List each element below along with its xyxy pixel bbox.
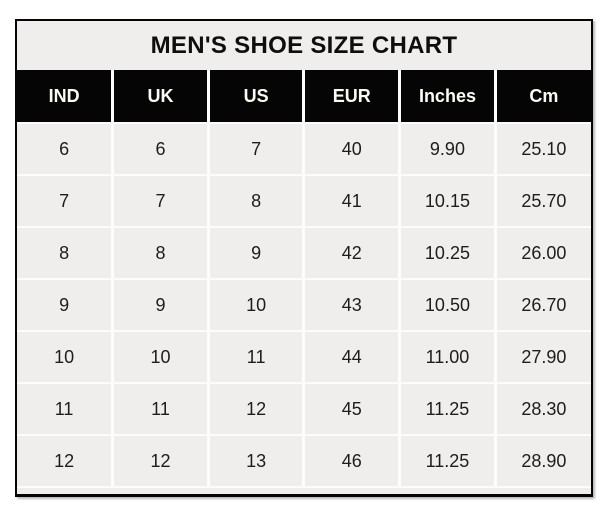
table-cell: 27.90 xyxy=(493,330,591,383)
table-cell: 8 xyxy=(206,174,304,227)
table-cell: 44 xyxy=(302,330,400,383)
table-cell: 11.00 xyxy=(398,330,496,383)
table-body: 6 6 7 40 9.90 25.10 7 7 8 41 10.15 25.70 8 8 9 42 10.25 2… xyxy=(17,122,591,486)
table-cell: 9 xyxy=(206,226,304,279)
table-cell: 11.25 xyxy=(398,434,496,486)
table-cell: 8 xyxy=(17,226,113,279)
table-cell: 40 xyxy=(302,122,400,175)
table-cell: 6 xyxy=(111,122,209,175)
chart-title: MEN'S SHOE SIZE CHART xyxy=(17,21,591,70)
header-cell-uk: UK xyxy=(111,70,209,123)
table-cell: 10.15 xyxy=(398,174,496,227)
shoe-size-chart: MEN'S SHOE SIZE CHART IND UK US EUR Inch… xyxy=(15,19,593,497)
table-cell: 10 xyxy=(111,330,209,383)
table-cell: 25.70 xyxy=(493,174,591,227)
table-cell: 9 xyxy=(17,278,113,331)
table-cell: 11.25 xyxy=(398,382,496,435)
table-cell: 12 xyxy=(111,434,209,486)
table-cell: 7 xyxy=(206,122,304,175)
table-cell: 10 xyxy=(206,278,304,331)
table-row: 8 8 9 42 10.25 26.00 xyxy=(17,226,591,279)
table-row: 6 6 7 40 9.90 25.10 xyxy=(17,122,591,175)
table-cell: 45 xyxy=(302,382,400,435)
table-cell: 46 xyxy=(302,434,400,486)
table-cell: 9.90 xyxy=(398,122,496,175)
header-cell-ind: IND xyxy=(17,70,113,123)
table-cell: 10.25 xyxy=(398,226,496,279)
table-cell: 28.90 xyxy=(493,434,591,486)
header-cell-eur: EUR xyxy=(302,70,400,123)
table-cell: 9 xyxy=(111,278,209,331)
table-cell: 10 xyxy=(17,330,113,383)
table-cell: 13 xyxy=(206,434,304,486)
table-row: 9 9 10 43 10.50 26.70 xyxy=(17,278,591,331)
table-cell: 8 xyxy=(111,226,209,279)
bottom-padding-strip xyxy=(17,486,591,494)
table-cell: 26.00 xyxy=(493,226,591,279)
header-row: IND UK US EUR Inches Cm xyxy=(17,70,591,123)
header-cell-us: US xyxy=(206,70,304,123)
table-cell: 11 xyxy=(111,382,209,435)
table-cell: 25.10 xyxy=(493,122,591,175)
size-table: IND UK US EUR Inches Cm 6 6 7 40 9.90 25.10 7 7… xyxy=(17,70,591,486)
table-row: 10 10 11 44 11.00 27.90 xyxy=(17,330,591,383)
table-row: 7 7 8 41 10.15 25.70 xyxy=(17,174,591,227)
table-cell: 26.70 xyxy=(493,278,591,331)
table-row: 12 12 13 46 11.25 28.90 xyxy=(17,434,591,486)
table-header: IND UK US EUR Inches Cm xyxy=(17,70,591,123)
table-cell: 41 xyxy=(302,174,400,227)
header-cell-inches: Inches xyxy=(398,70,496,123)
table-row: 11 11 12 45 11.25 28.30 xyxy=(17,382,591,435)
table-cell: 7 xyxy=(111,174,209,227)
table-cell: 42 xyxy=(302,226,400,279)
table-cell: 6 xyxy=(17,122,113,175)
table-cell: 7 xyxy=(17,174,113,227)
table-cell: 12 xyxy=(17,434,113,486)
table-cell: 10.50 xyxy=(398,278,496,331)
table-cell: 28.30 xyxy=(493,382,591,435)
table-cell: 43 xyxy=(302,278,400,331)
table-cell: 12 xyxy=(206,382,304,435)
table-cell: 11 xyxy=(206,330,304,383)
table-cell: 11 xyxy=(17,382,113,435)
header-cell-cm: Cm xyxy=(493,70,591,123)
